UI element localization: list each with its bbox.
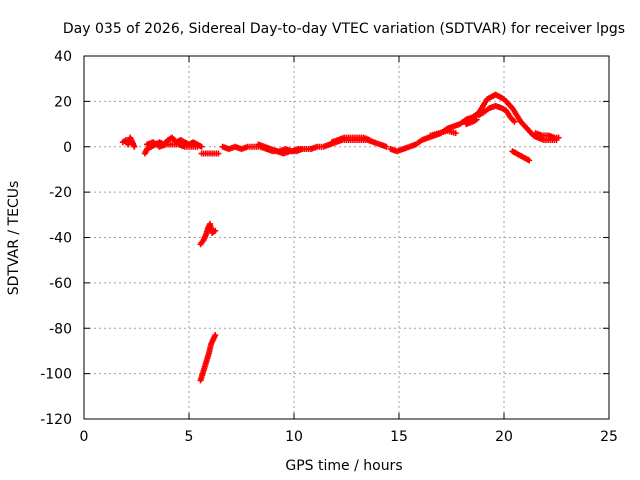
- x-axis-label: GPS time / hours: [285, 458, 402, 474]
- x-tick-label: 10: [285, 429, 303, 445]
- x-tick-label: 20: [495, 429, 513, 445]
- y-tick-label: -40: [49, 231, 72, 247]
- data-point: [452, 130, 459, 137]
- data-point: [131, 143, 138, 150]
- grid-lines: [84, 56, 609, 419]
- y-tick-label: -80: [49, 321, 72, 337]
- y-tick-label: -100: [40, 367, 72, 383]
- y-tick-label: 40: [54, 49, 72, 65]
- data-point: [383, 143, 390, 150]
- x-tick-label: 5: [185, 429, 194, 445]
- y-axis-label: SDTVAR / TECUs: [6, 181, 22, 296]
- data-points: [119, 91, 562, 384]
- x-tick-label: 15: [390, 429, 408, 445]
- axis-ticks: [83, 55, 610, 420]
- axis-tick-labels: 0 5 10 15 20 25 40 20 0 -20 -40 -60 -80 -100 -120: [40, 49, 618, 445]
- data-point: [299, 146, 306, 153]
- data-point: [212, 227, 219, 234]
- data-point: [194, 143, 201, 150]
- data-point: [215, 150, 222, 157]
- x-tick-label: 25: [600, 429, 618, 445]
- data-point: [366, 136, 373, 143]
- chart-title: Day 035 of 2026, Sidereal Day-to-day VTE…: [63, 21, 625, 37]
- data-point: [511, 118, 518, 125]
- y-tick-label: 20: [54, 94, 72, 110]
- data-point: [526, 157, 533, 164]
- y-tick-label: -120: [40, 412, 72, 428]
- x-tick-label: 0: [80, 429, 89, 445]
- y-tick-label: -60: [49, 276, 72, 292]
- data-point: [555, 134, 562, 141]
- data-point: [212, 332, 219, 339]
- y-tick-label: 0: [63, 140, 72, 156]
- y-tick-label: -20: [49, 185, 72, 201]
- data-point: [473, 116, 480, 123]
